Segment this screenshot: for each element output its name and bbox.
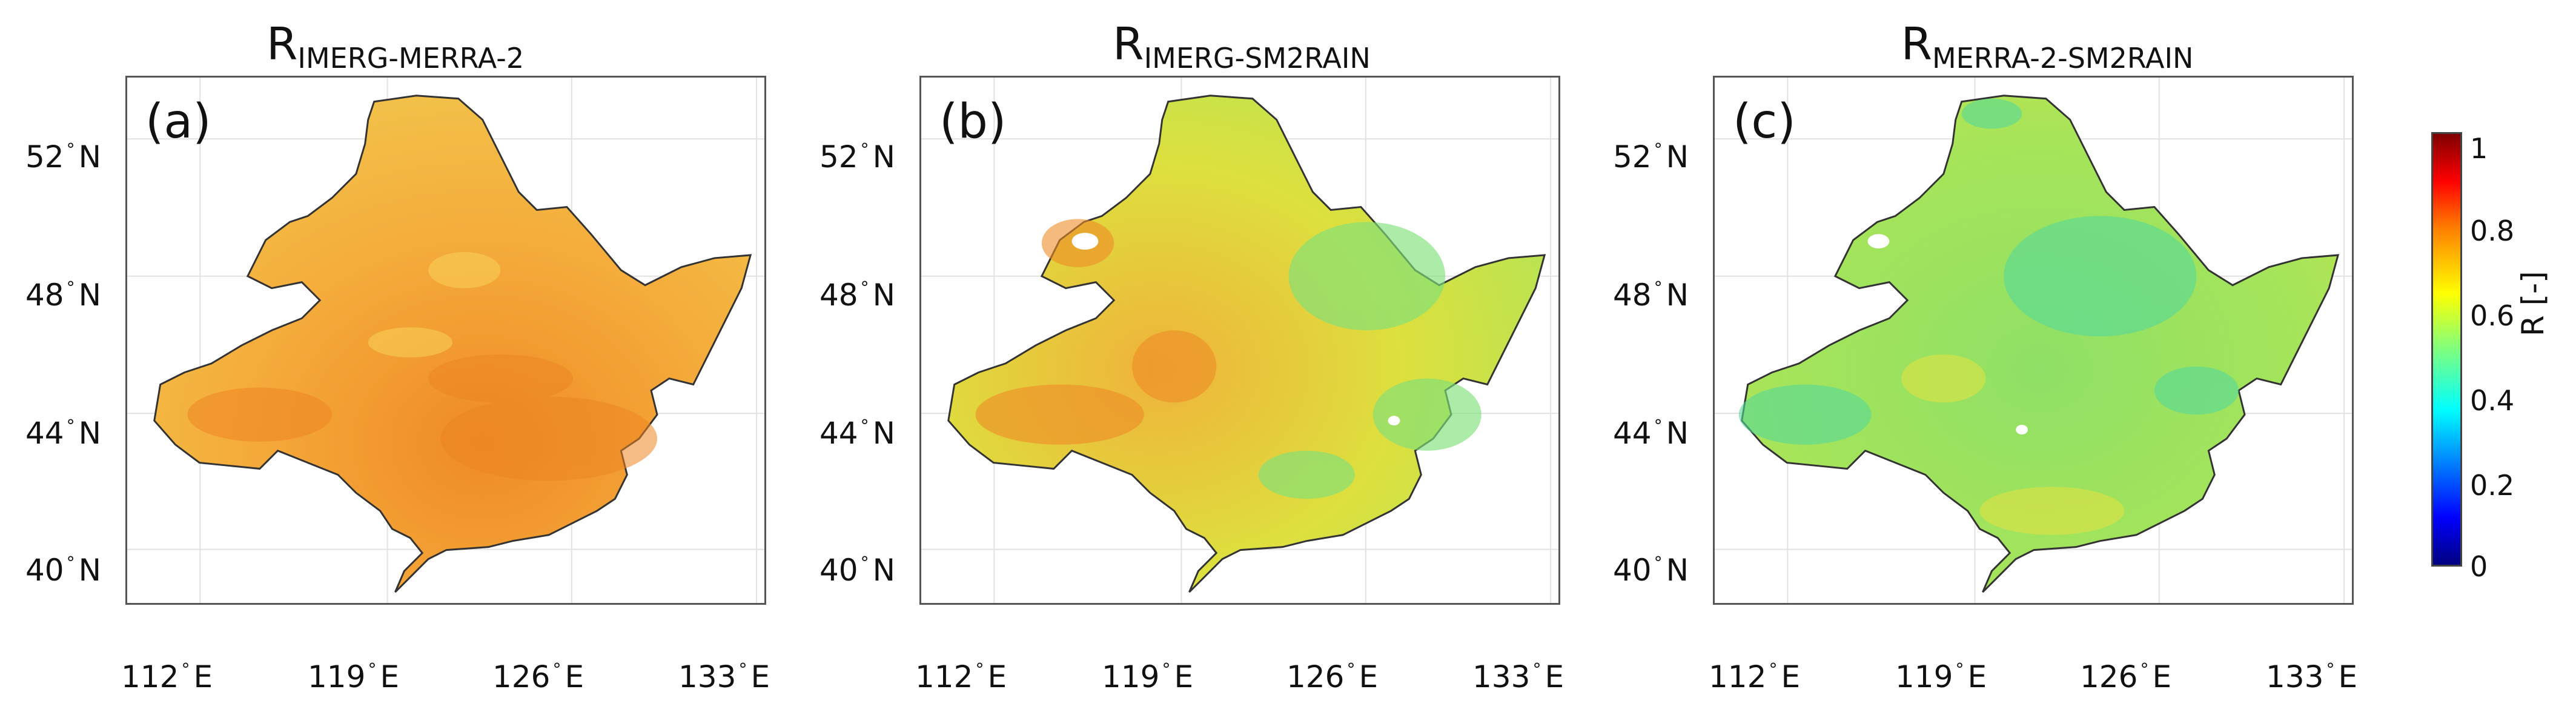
colorbar-tick-0.4: 0.4: [2470, 384, 2515, 417]
lat-label-c-40: 40 ° N: [1613, 553, 1689, 588]
lon-label-c-133: 133 ° E: [2266, 659, 2358, 694]
panel-title-b: RIMERG-SM2RAIN: [1054, 11, 1429, 78]
lon-label-b-119: 119 ° E: [1102, 659, 1194, 694]
panel-label-a: (a): [145, 95, 211, 149]
colorbar-label: R [-]: [2515, 271, 2551, 336]
lat-label-c-52: 52 ° N: [1613, 139, 1689, 175]
title-sub: IMERG-MERRA-2: [297, 42, 525, 75]
region-shape-a: [153, 95, 752, 593]
colorbar-tick-0.6: 0.6: [2470, 299, 2515, 332]
colorbar-tick-1: 1: [2470, 132, 2488, 165]
lat-label-a-52: 52 ° N: [25, 139, 102, 175]
title-sub: IMERG-SM2RAIN: [1144, 42, 1371, 75]
lat-label-a-44: 44 ° N: [25, 416, 102, 451]
map-panel-c: (c): [1713, 76, 2354, 605]
lat-label-c-48: 48 ° N: [1613, 278, 1689, 313]
texture-b-white: [1071, 233, 1400, 426]
lon-label-a-119: 119 ° E: [308, 659, 400, 694]
lat-label-a-40: 40 ° N: [25, 553, 102, 588]
panel-title-a: RIMERG-MERRA-2: [267, 11, 524, 78]
lat-label-c-44: 44 ° N: [1613, 416, 1689, 451]
panel-label-c: (c): [1733, 95, 1796, 149]
region-shape-c: [1741, 95, 2340, 593]
title-main: R: [1901, 18, 1932, 70]
lon-label-c-119: 119 ° E: [1895, 659, 1987, 694]
lon-label-a-112: 112 ° E: [121, 659, 213, 694]
colorbar: [2431, 132, 2462, 567]
texture-b-cool: [1258, 222, 1482, 499]
map-svg-c: [1715, 78, 2352, 603]
map-svg-a: [127, 78, 764, 603]
lon-label-a-126: 126 ° E: [492, 659, 584, 694]
lat-label-b-52: 52 ° N: [819, 139, 896, 175]
lat-label-a-48: 48 ° N: [25, 278, 102, 313]
lon-label-b-133: 133 ° E: [1472, 659, 1564, 694]
title-main: R: [1113, 18, 1144, 70]
lat-label-b-44: 44 ° N: [819, 416, 896, 451]
title-sub: MERRA-2-SM2RAIN: [1932, 42, 2194, 75]
texture-a: [187, 354, 658, 481]
texture-c-cool: [1738, 98, 2239, 445]
texture-a2: [368, 252, 501, 358]
map-panel-a: (a): [125, 76, 766, 605]
colorbar-tick-0.8: 0.8: [2470, 215, 2515, 247]
region-shape-b: [947, 95, 1546, 593]
lon-label-b-126: 126 ° E: [1286, 659, 1379, 694]
lat-label-b-48: 48 ° N: [819, 278, 896, 313]
panel-title-c: RMERRA-2-SM2RAIN: [1841, 11, 2253, 78]
title-main: R: [267, 18, 298, 70]
map-svg-b: [921, 78, 1558, 603]
texture-c-white: [1867, 234, 2028, 434]
map-panel-b: (b): [919, 76, 1560, 605]
lon-label-c-112: 112 ° E: [1709, 659, 1801, 694]
colorbar-tick-0: 0: [2470, 550, 2488, 583]
texture-c-warm: [1901, 354, 2125, 535]
lat-label-b-40: 40 ° N: [819, 553, 896, 588]
colorbar-tick-0.2: 0.2: [2470, 469, 2515, 502]
lon-label-a-133: 133 ° E: [678, 659, 770, 694]
lon-label-b-112: 112 ° E: [915, 659, 1007, 694]
panel-label-b: (b): [939, 95, 1007, 149]
lon-label-c-126: 126 ° E: [2080, 659, 2172, 694]
